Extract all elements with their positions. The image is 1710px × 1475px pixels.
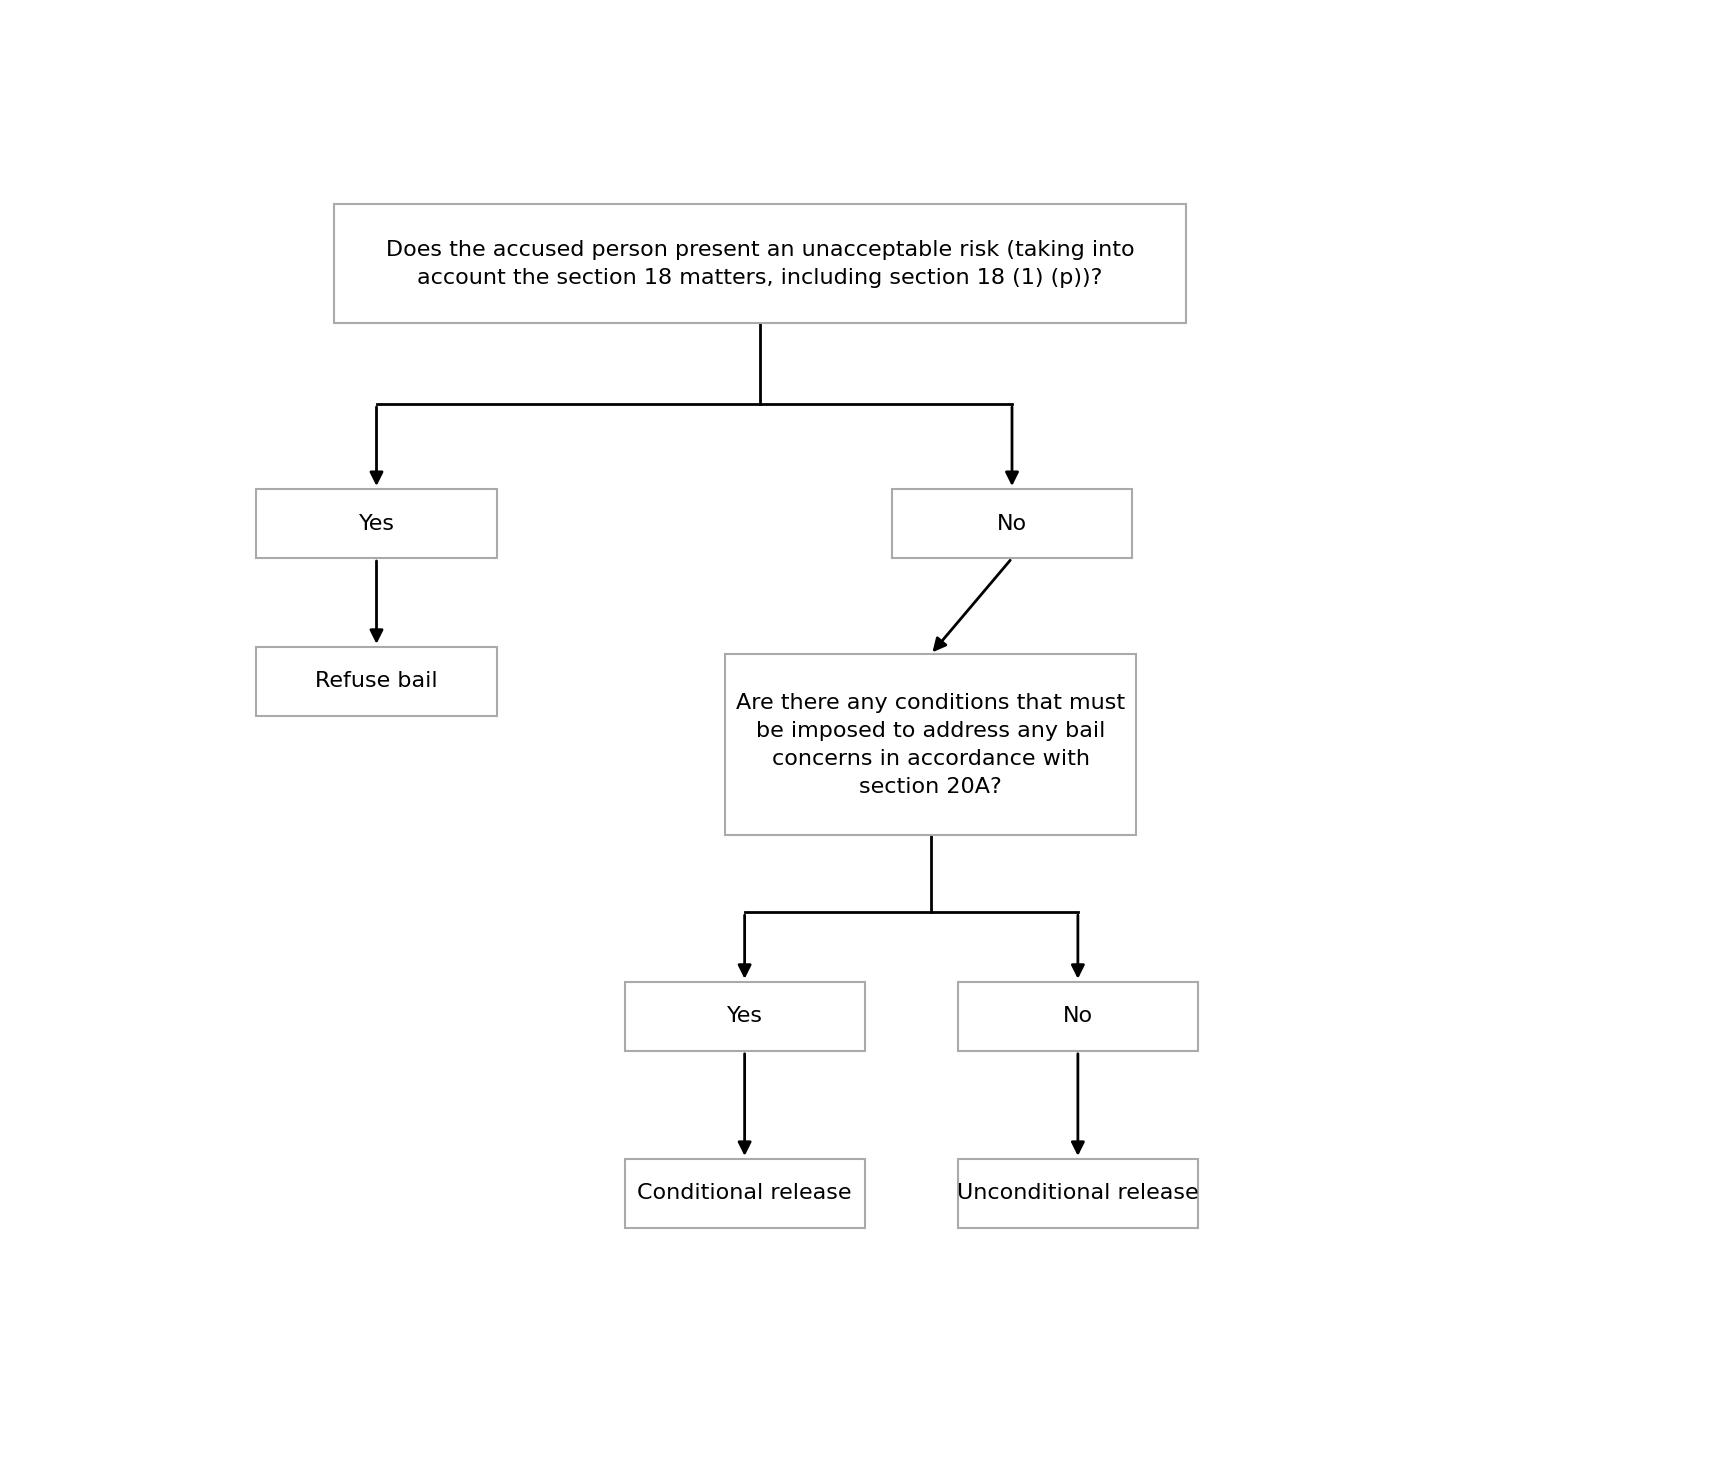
Text: Are there any conditions that must
be imposed to address any bail
concerns in ac: Are there any conditions that must be im… (735, 693, 1125, 797)
Text: Conditional release: Conditional release (638, 1183, 852, 1204)
Text: Unconditional release: Unconditional release (958, 1183, 1199, 1204)
FancyBboxPatch shape (958, 982, 1199, 1052)
Text: Refuse bail: Refuse bail (315, 671, 438, 692)
FancyBboxPatch shape (624, 1159, 865, 1229)
FancyBboxPatch shape (256, 488, 496, 558)
FancyBboxPatch shape (725, 655, 1135, 835)
Text: Yes: Yes (727, 1006, 763, 1027)
Text: No: No (997, 513, 1028, 534)
FancyBboxPatch shape (333, 204, 1187, 323)
FancyBboxPatch shape (958, 1159, 1199, 1229)
FancyBboxPatch shape (624, 982, 865, 1052)
FancyBboxPatch shape (256, 646, 496, 715)
Text: Does the accused person present an unacceptable risk (taking into
account the se: Does the accused person present an unacc… (386, 239, 1134, 288)
Text: Yes: Yes (359, 513, 395, 534)
FancyBboxPatch shape (893, 488, 1132, 558)
Text: No: No (1064, 1006, 1093, 1027)
